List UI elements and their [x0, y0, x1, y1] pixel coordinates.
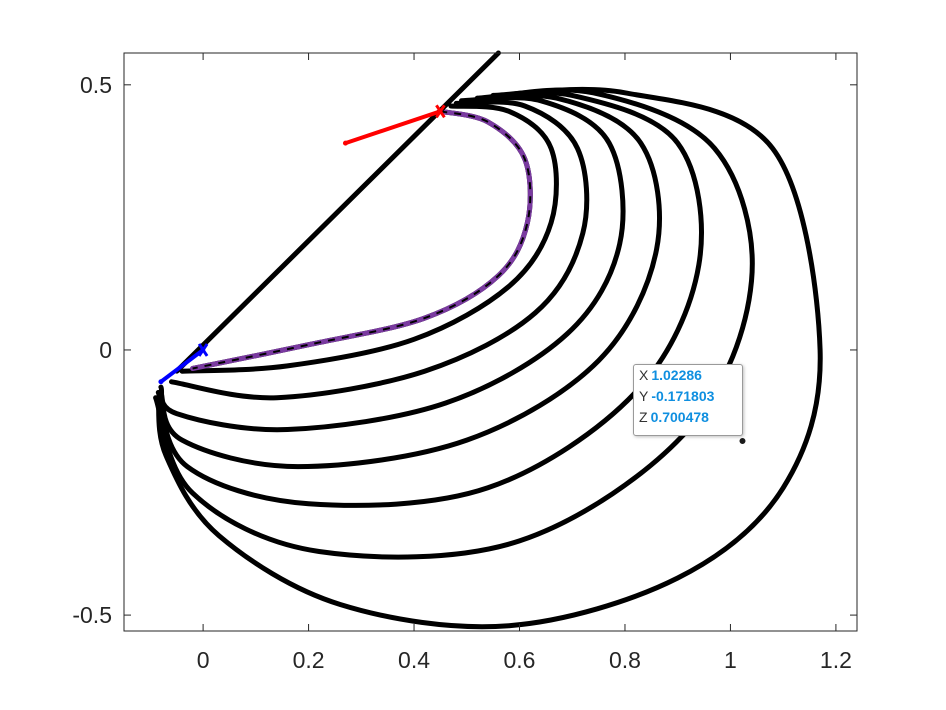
- datatip-row-z: Z 0.700478: [634, 407, 742, 428]
- blue-arrow-base-marker: [197, 343, 209, 357]
- x-tick-label: 1: [724, 647, 737, 673]
- axes-box: [123, 52, 858, 632]
- curve-8: [155, 86, 823, 630]
- datatip-key-y: Y: [639, 388, 649, 404]
- datatip-value-y: -0.171803: [651, 388, 715, 404]
- datatip-value-z: 0.700478: [650, 409, 709, 425]
- x-tick-label: 0.4: [398, 647, 430, 673]
- curves-layer: [153, 50, 823, 630]
- datatip-key-x: X: [639, 367, 649, 383]
- datatip-row-y: Y -0.171803: [634, 386, 742, 407]
- curve-3: [169, 99, 590, 401]
- datatip-key-z: Z: [639, 409, 648, 425]
- red-arrow-tip: [342, 140, 348, 146]
- curve-5: [158, 92, 662, 470]
- x-tick-label: 0.6: [504, 647, 536, 673]
- y-tick-label: -0.5: [72, 602, 112, 628]
- y-tick-label: 0.5: [80, 72, 112, 98]
- datatip-row-x: X 1.02286: [634, 365, 742, 386]
- curve-7: [153, 87, 755, 560]
- datatip-value-x: 1.02286: [651, 367, 702, 383]
- arrows-layer: [158, 104, 446, 385]
- ticks-layer: 0 0.2 0.4 0.6 0.8 1 1.2 -0.5 0 0.5: [72, 53, 857, 673]
- blue-arrow-shaft: [158, 347, 206, 384]
- x-tick-label: 0.8: [609, 647, 641, 673]
- blue-arrow-tip: [158, 379, 164, 385]
- red-arrow-base-marker: [435, 104, 446, 119]
- curve-4: [158, 95, 626, 433]
- y-tick-label: 0: [99, 337, 112, 363]
- x-tick-label: 1.2: [820, 647, 852, 673]
- datatip-marker[interactable]: [738, 437, 747, 446]
- x-tick-label: 0: [197, 647, 210, 673]
- x-tick-label: 0.2: [293, 647, 325, 673]
- red-arrow-shaft: [343, 109, 443, 146]
- curve-2: [179, 103, 559, 374]
- curve-6: [155, 90, 704, 508]
- datatip-box[interactable]: X 1.02286 Y -0.171803 Z 0.700478: [633, 364, 743, 436]
- highlight-curve-dashes: [192, 110, 532, 370]
